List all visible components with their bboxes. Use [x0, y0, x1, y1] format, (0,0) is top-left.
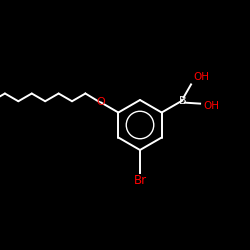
Text: OH: OH: [194, 72, 210, 82]
Text: OH: OH: [203, 101, 219, 111]
Text: B: B: [178, 96, 186, 106]
Text: Br: Br: [134, 174, 146, 187]
Text: O: O: [96, 98, 105, 108]
